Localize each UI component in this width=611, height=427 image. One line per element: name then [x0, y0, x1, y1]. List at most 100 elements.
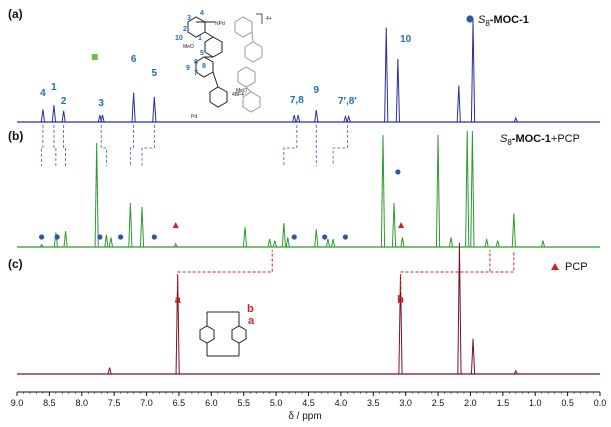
x-tick-label-17: 0.5	[561, 398, 574, 408]
svg-text:Pd: Pd	[191, 114, 197, 120]
peak-b-17	[380, 134, 386, 248]
peak-b-8	[173, 242, 178, 248]
svg-text:3: 3	[187, 15, 191, 22]
peak-b-15	[325, 238, 331, 248]
peak-a-16	[513, 116, 518, 123]
svg-text:8: 8	[202, 63, 206, 70]
svg-text:7: 7	[194, 70, 198, 77]
marker-triangle-0	[172, 222, 179, 228]
marker-triangle-1	[398, 222, 405, 228]
peak-b-1	[53, 232, 58, 248]
x-tick-label-6: 6.0	[205, 398, 218, 408]
panel-c-label: (c)	[8, 257, 23, 271]
correlation-blue-0	[41, 125, 44, 166]
peak-b-2	[63, 230, 68, 248]
marker-circle-0	[39, 234, 45, 240]
peak-label-a-8: 7′,8′	[338, 96, 357, 107]
svg-text:4+: 4+	[266, 16, 272, 22]
peak-b-3	[94, 142, 99, 248]
peak-b-25	[495, 240, 500, 248]
svg-text:MeO: MeO	[183, 44, 194, 50]
x-tick-label-12: 3.0	[399, 398, 412, 408]
peak-b-26	[511, 213, 516, 248]
svg-text:NPd: NPd	[215, 21, 225, 27]
peak-b-18	[391, 202, 397, 248]
marker-circle-2	[97, 234, 103, 240]
peak-a-9	[314, 110, 319, 123]
pcp-structure	[199, 311, 247, 357]
marker-circle-1	[54, 234, 60, 240]
pcp-label-b: b	[247, 303, 254, 315]
svg-text:MeO: MeO	[236, 88, 247, 94]
peak-b-0	[39, 243, 44, 248]
peak-label-a-1: 1	[51, 82, 57, 93]
peak-b-22	[465, 130, 470, 248]
marker-circle-5	[291, 234, 297, 240]
marker-circle-7	[342, 234, 349, 240]
correlation-blue-8	[332, 125, 348, 166]
svg-text:10: 10	[175, 35, 183, 42]
peak-a-0	[40, 109, 46, 123]
peak-b-7	[139, 206, 145, 248]
peak-b-21	[448, 237, 454, 248]
peak-label-a-0: 4	[40, 88, 46, 99]
peak-b-16	[331, 238, 336, 248]
x-tick-label-4: 7.0	[140, 398, 153, 408]
peak-label-a-4: 6	[131, 54, 137, 65]
legend-b: S8-MOC-1+PCP	[500, 133, 580, 147]
correlation-red-2	[399, 250, 491, 292]
peak-b-24	[484, 238, 489, 248]
x-tick-label-18: 0.0	[594, 398, 607, 408]
correlation-red-1	[399, 250, 515, 292]
peak-label-a-5: 5	[152, 68, 158, 79]
x-tick-label-0: 9.0	[11, 398, 24, 408]
x-tick-label-15: 1.5	[497, 398, 510, 408]
peak-b-13	[285, 237, 290, 248]
peak-label-a-2: 2	[61, 96, 67, 107]
x-tick-label-14: 2.0	[464, 398, 477, 408]
peak-a-6	[152, 96, 157, 123]
x-tick-label-16: 1.0	[529, 398, 542, 408]
peak-a-4	[100, 114, 105, 123]
correlation-blue-6	[283, 125, 298, 166]
peak-c-4	[470, 338, 476, 375]
peak-b-5	[108, 237, 114, 248]
marker-circle-3	[118, 234, 124, 240]
peak-a-5	[131, 92, 136, 123]
peak-c-3	[457, 242, 462, 375]
peak-label-a-9: 10	[400, 34, 412, 45]
x-tick-label-1: 8.5	[43, 398, 56, 408]
marker-circle-8	[395, 169, 401, 175]
svg-text:4BF4⁻: 4BF4⁻	[232, 92, 247, 98]
peak-b-27	[540, 240, 546, 248]
pcp-label-a: a	[248, 315, 255, 327]
peak-b-12	[281, 222, 286, 248]
x-tick-label-3: 7.5	[108, 398, 121, 408]
marker-circle-6	[322, 234, 328, 240]
x-tick-label-5: 6.5	[173, 398, 186, 408]
peak-label-c-0: a	[175, 294, 182, 306]
peak-b-20	[435, 134, 441, 248]
peak-c-0	[107, 367, 112, 375]
x-tick-label-2: 8.0	[76, 398, 89, 408]
peak-a-8	[296, 114, 301, 123]
peak-a-7	[292, 114, 297, 123]
correlation-blue-2	[63, 125, 66, 166]
peak-b-10	[267, 238, 272, 248]
correlation-blue-5	[141, 125, 155, 166]
x-tick-label-13: 2.5	[432, 398, 445, 408]
moc-structure: NPd Pd MeO MeO 4BF4⁻ 4+ 3 4 2 1 10 5 6 7…	[172, 8, 280, 120]
correlation-blue-3	[100, 125, 107, 166]
peak-b-4	[104, 234, 109, 248]
correlation-blue-1	[53, 125, 57, 166]
peak-a-14	[456, 85, 461, 123]
legend-c: PCP	[565, 261, 588, 273]
correlation-red-0	[177, 250, 273, 292]
x-tick-label-11: 3.5	[367, 398, 380, 408]
peak-b-6	[128, 202, 133, 248]
peak-a-10	[343, 114, 348, 123]
svg-text:9: 9	[186, 65, 190, 72]
legend-c-marker	[551, 263, 559, 270]
correlation-blue-4	[129, 125, 134, 166]
svg-text:6: 6	[194, 59, 198, 66]
